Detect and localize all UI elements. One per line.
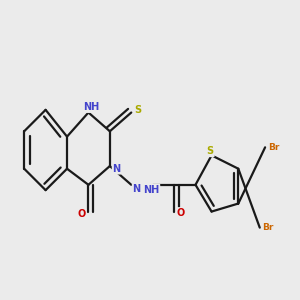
Text: O: O — [177, 208, 185, 218]
Text: O: O — [77, 209, 86, 219]
Text: S: S — [134, 105, 141, 115]
Text: Br: Br — [268, 143, 279, 152]
Text: NH: NH — [143, 184, 160, 195]
Text: Br: Br — [262, 223, 274, 232]
Text: S: S — [207, 146, 214, 156]
Text: NH: NH — [83, 102, 99, 112]
Text: N: N — [133, 184, 141, 194]
Text: N: N — [112, 164, 121, 174]
